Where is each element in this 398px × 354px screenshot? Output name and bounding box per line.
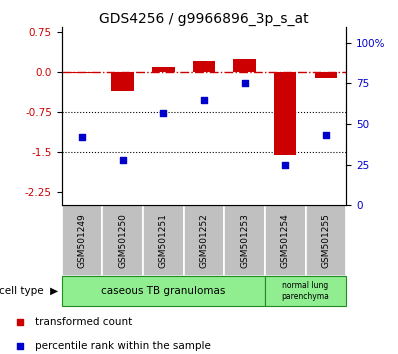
Bar: [102, 205, 143, 276]
Bar: [234, 58, 256, 72]
Point: [242, 81, 248, 86]
Bar: [62, 205, 102, 276]
Text: transformed count: transformed count: [35, 317, 133, 327]
Title: GDS4256 / g9966896_3p_s_at: GDS4256 / g9966896_3p_s_at: [99, 12, 309, 25]
Bar: [71, 72, 93, 73]
Bar: [62, 276, 265, 306]
Bar: [143, 205, 183, 276]
Bar: [315, 72, 337, 78]
Point: [282, 162, 289, 167]
Point: [201, 97, 207, 103]
Text: GSM501252: GSM501252: [199, 213, 209, 268]
Bar: [111, 72, 134, 91]
Bar: [152, 67, 174, 72]
Bar: [265, 205, 306, 276]
Text: GSM501254: GSM501254: [281, 213, 290, 268]
Bar: [265, 276, 346, 306]
Text: GSM501255: GSM501255: [322, 213, 330, 268]
Text: GSM501253: GSM501253: [240, 213, 249, 268]
Bar: [306, 205, 346, 276]
Point: [119, 157, 126, 162]
Bar: [183, 205, 224, 276]
Point: [16, 319, 23, 325]
Text: GSM501249: GSM501249: [78, 213, 86, 268]
Text: caseous TB granulomas: caseous TB granulomas: [101, 286, 226, 296]
Point: [160, 110, 166, 115]
Point: [323, 133, 329, 138]
Point: [79, 134, 85, 140]
Bar: [274, 72, 297, 155]
Text: normal lung
parenchyma: normal lung parenchyma: [282, 281, 330, 301]
Text: cell type  ▶: cell type ▶: [0, 286, 58, 296]
Text: GSM501250: GSM501250: [118, 213, 127, 268]
Point: [16, 343, 23, 348]
Bar: [193, 61, 215, 72]
Text: percentile rank within the sample: percentile rank within the sample: [35, 341, 211, 350]
Bar: [224, 205, 265, 276]
Text: GSM501251: GSM501251: [159, 213, 168, 268]
